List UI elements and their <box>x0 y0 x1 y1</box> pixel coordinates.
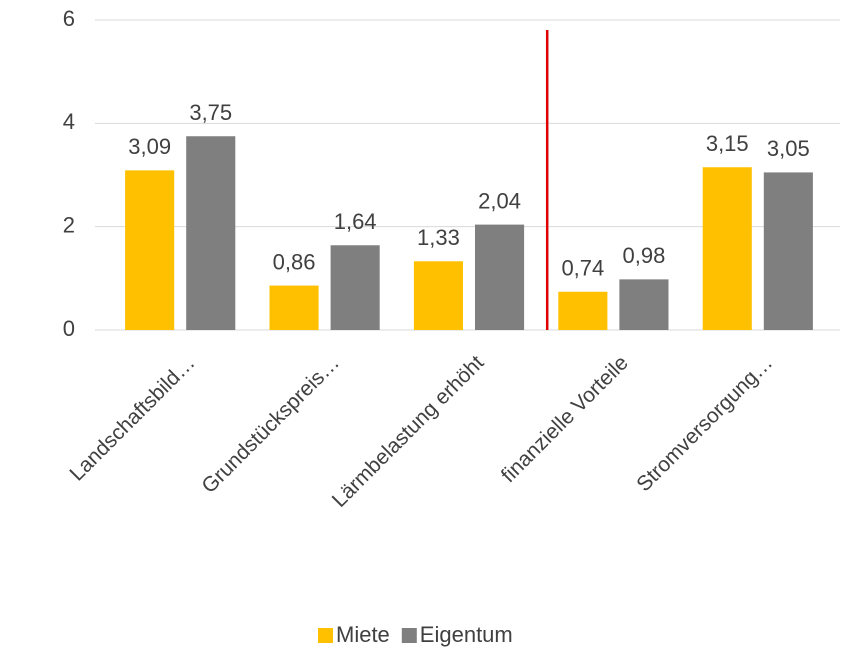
value-label: 1,33 <box>417 225 460 250</box>
value-label: 2,04 <box>478 188 521 213</box>
chart: 0 2 4 6 Landschaftsbild… 3,09 3,75 Grundstücksp… <box>0 0 857 655</box>
legend: Miete Eigentum <box>318 622 513 647</box>
value-label: 0,86 <box>273 249 316 274</box>
value-label: 3,15 <box>706 131 749 156</box>
value-label: 3,75 <box>189 100 232 125</box>
bar <box>331 245 380 330</box>
x-tick-label: finanzielle Vorteile <box>497 351 633 487</box>
y-tick-label: 0 <box>63 316 75 341</box>
y-tick-label: 6 <box>63 6 75 31</box>
bar <box>414 261 463 330</box>
value-label: 3,09 <box>128 134 171 159</box>
legend-label: Miete <box>336 622 390 647</box>
value-label: 0,74 <box>561 256 604 281</box>
x-tick-label: Grundstückspreis… <box>197 351 344 498</box>
x-tick-label: Lärmbelastung erhöht <box>328 351 489 512</box>
legend-label: Eigentum <box>420 622 513 647</box>
bar <box>125 170 174 330</box>
bar <box>270 286 319 330</box>
bar <box>558 292 607 330</box>
x-tick-label: Stromversorgung… <box>632 351 777 496</box>
bar <box>703 167 752 330</box>
value-label: 3,05 <box>767 136 810 161</box>
bar <box>764 172 813 330</box>
legend-swatch <box>318 628 333 643</box>
legend-swatch <box>402 628 417 643</box>
bar <box>619 279 668 330</box>
x-tick-label: Landschaftsbild… <box>65 351 199 485</box>
value-label: 0,98 <box>623 243 666 268</box>
value-label: 1,64 <box>334 209 377 234</box>
bar <box>186 136 235 330</box>
bar <box>475 225 524 330</box>
y-tick-label: 4 <box>63 109 75 134</box>
y-tick-label: 2 <box>63 212 75 237</box>
